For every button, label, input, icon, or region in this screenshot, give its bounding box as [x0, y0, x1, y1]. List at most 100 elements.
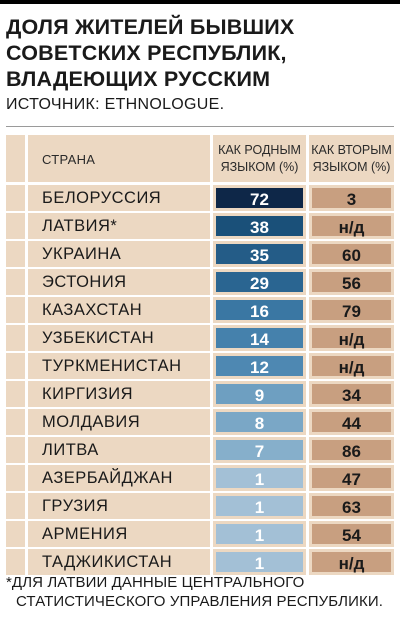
table-row: МОЛДАВИЯ 8 44 — [6, 409, 394, 435]
table-row: БЕЛОРУССИЯ 72 3 — [6, 185, 394, 211]
native-value-label: 1 — [254, 470, 265, 489]
country-cell: ЛИТВА — [28, 437, 210, 463]
second-value-box: 79 — [312, 300, 391, 321]
header-left-cell — [6, 135, 25, 182]
native-cell: 12 — [213, 353, 306, 379]
native-cell: 35 — [213, 241, 306, 267]
header-country: СТРАНА — [42, 152, 96, 167]
second-value-box: 3 — [312, 188, 391, 209]
country-cell: МОЛДАВИЯ — [28, 409, 210, 435]
native-value-bar: 14 — [216, 328, 303, 349]
row-left-cell — [6, 269, 25, 295]
native-value-label: 1 — [254, 526, 265, 545]
footnote-line-2: СТАТИСТИЧЕСКОГО УПРАВЛЕНИЯ РЕСПУБЛИКИ. — [16, 593, 383, 610]
native-value-label: 8 — [254, 414, 265, 433]
native-cell: 8 — [213, 409, 306, 435]
country-label: УКРАИНА — [42, 245, 122, 263]
country-cell: ТАДЖИКИСТАН — [28, 549, 210, 575]
header-native: КАК РОДНЫМ ЯЗЫКОМ (%) — [218, 143, 301, 174]
row-left-cell — [6, 549, 25, 575]
native-value-label: 72 — [250, 190, 269, 209]
country-label: ЛАТВИЯ* — [42, 217, 118, 235]
native-value-bar: 72 — [216, 188, 303, 209]
native-value-label: 12 — [250, 358, 269, 377]
native-cell: 1 — [213, 549, 306, 575]
footnote-line-1: *ДЛЯ ЛАТВИИ ДАННЫЕ ЦЕНТРАЛЬНОГО — [6, 574, 305, 591]
native-value-bar: 1 — [216, 468, 303, 489]
country-cell: УЗБЕКИСТАН — [28, 325, 210, 351]
country-label: ГРУЗИЯ — [42, 497, 109, 515]
second-value-label: 3 — [346, 190, 357, 209]
second-value-label: н/д — [338, 330, 365, 349]
country-label: МОЛДАВИЯ — [42, 413, 141, 431]
country-cell: АЗЕРБАЙДЖАН — [28, 465, 210, 491]
second-cell: 34 — [309, 381, 394, 407]
row-left-cell — [6, 465, 25, 491]
native-cell: 1 — [213, 465, 306, 491]
native-cell: 1 — [213, 493, 306, 519]
second-cell: н/д — [309, 549, 394, 575]
native-cell: 72 — [213, 185, 306, 211]
title-line-2: СОВЕТСКИХ РЕСПУБЛИК, — [6, 41, 287, 65]
row-left-cell — [6, 297, 25, 323]
country-label: ЭСТОНИЯ — [42, 273, 127, 291]
country-cell: УКРАИНА — [28, 241, 210, 267]
second-value-label: 79 — [342, 302, 361, 321]
native-cell: 29 — [213, 269, 306, 295]
second-cell: 79 — [309, 297, 394, 323]
native-cell: 7 — [213, 437, 306, 463]
second-value-box: 86 — [312, 440, 391, 461]
native-value-label: 38 — [250, 218, 269, 237]
country-cell: ЛАТВИЯ* — [28, 213, 210, 239]
table-row: ТУРКМЕНИСТАН 12 н/д — [6, 353, 394, 379]
header-second-cell: КАК ВТОРЫМ ЯЗЫКОМ (%) — [309, 135, 394, 182]
second-cell: 44 — [309, 409, 394, 435]
footnote: *ДЛЯ ЛАТВИИ ДАННЫЕ ЦЕНТРАЛЬНОГО СТАТИСТИ… — [6, 573, 398, 611]
second-cell: 56 — [309, 269, 394, 295]
country-cell: БЕЛОРУССИЯ — [28, 185, 210, 211]
second-value-box: н/д — [312, 216, 391, 237]
country-cell: КАЗАХСТАН — [28, 297, 210, 323]
second-value-label: н/д — [338, 554, 365, 573]
native-value-label: 9 — [254, 386, 265, 405]
row-left-cell — [6, 409, 25, 435]
country-label: АЗЕРБАЙДЖАН — [42, 469, 173, 487]
row-left-cell — [6, 353, 25, 379]
table-row: АРМЕНИЯ 1 54 — [6, 521, 394, 547]
second-cell: 47 — [309, 465, 394, 491]
source-label: ИСТОЧНИК: ETHNOLOGUE. — [6, 96, 225, 113]
native-value-label: 35 — [250, 246, 269, 265]
country-cell: АРМЕНИЯ — [28, 521, 210, 547]
native-value-bar: 35 — [216, 244, 303, 265]
header-second: КАК ВТОРЫМ ЯЗЫКОМ (%) — [311, 143, 392, 174]
second-value-box: 54 — [312, 524, 391, 545]
title-line-1: ДОЛЯ ЖИТЕЛЕЙ БЫВШИХ — [6, 15, 295, 39]
country-cell: КИРГИЗИЯ — [28, 381, 210, 407]
country-label: ЛИТВА — [42, 441, 99, 459]
native-value-label: 16 — [250, 302, 269, 321]
chart-title: ДОЛЯ ЖИТЕЛЕЙ БЫВШИХ СОВЕТСКИХ РЕСПУБЛИК,… — [6, 14, 394, 92]
table-row: КИРГИЗИЯ 9 34 — [6, 381, 394, 407]
row-left-cell — [6, 185, 25, 211]
native-value-bar: 16 — [216, 300, 303, 321]
native-value-bar: 38 — [216, 216, 303, 237]
second-cell: н/д — [309, 325, 394, 351]
native-value-label: 29 — [250, 274, 269, 293]
second-value-label: 63 — [342, 498, 361, 517]
native-value-bar: 1 — [216, 524, 303, 545]
row-left-cell — [6, 213, 25, 239]
table-header: СТРАНА КАК РОДНЫМ ЯЗЫКОМ (%) КАК ВТОРЫМ … — [6, 135, 394, 182]
second-value-box: 34 — [312, 384, 391, 405]
table-row: КАЗАХСТАН 16 79 — [6, 297, 394, 323]
row-left-cell — [6, 241, 25, 267]
table-row: АЗЕРБАЙДЖАН 1 47 — [6, 465, 394, 491]
second-cell: 54 — [309, 521, 394, 547]
native-value-label: 1 — [254, 554, 265, 573]
native-cell: 38 — [213, 213, 306, 239]
second-value-label: 34 — [342, 386, 361, 405]
second-value-box: 47 — [312, 468, 391, 489]
native-value-label: 1 — [254, 498, 265, 517]
country-label: УЗБЕКИСТАН — [42, 329, 155, 347]
second-value-box: н/д — [312, 552, 391, 573]
row-left-cell — [6, 437, 25, 463]
